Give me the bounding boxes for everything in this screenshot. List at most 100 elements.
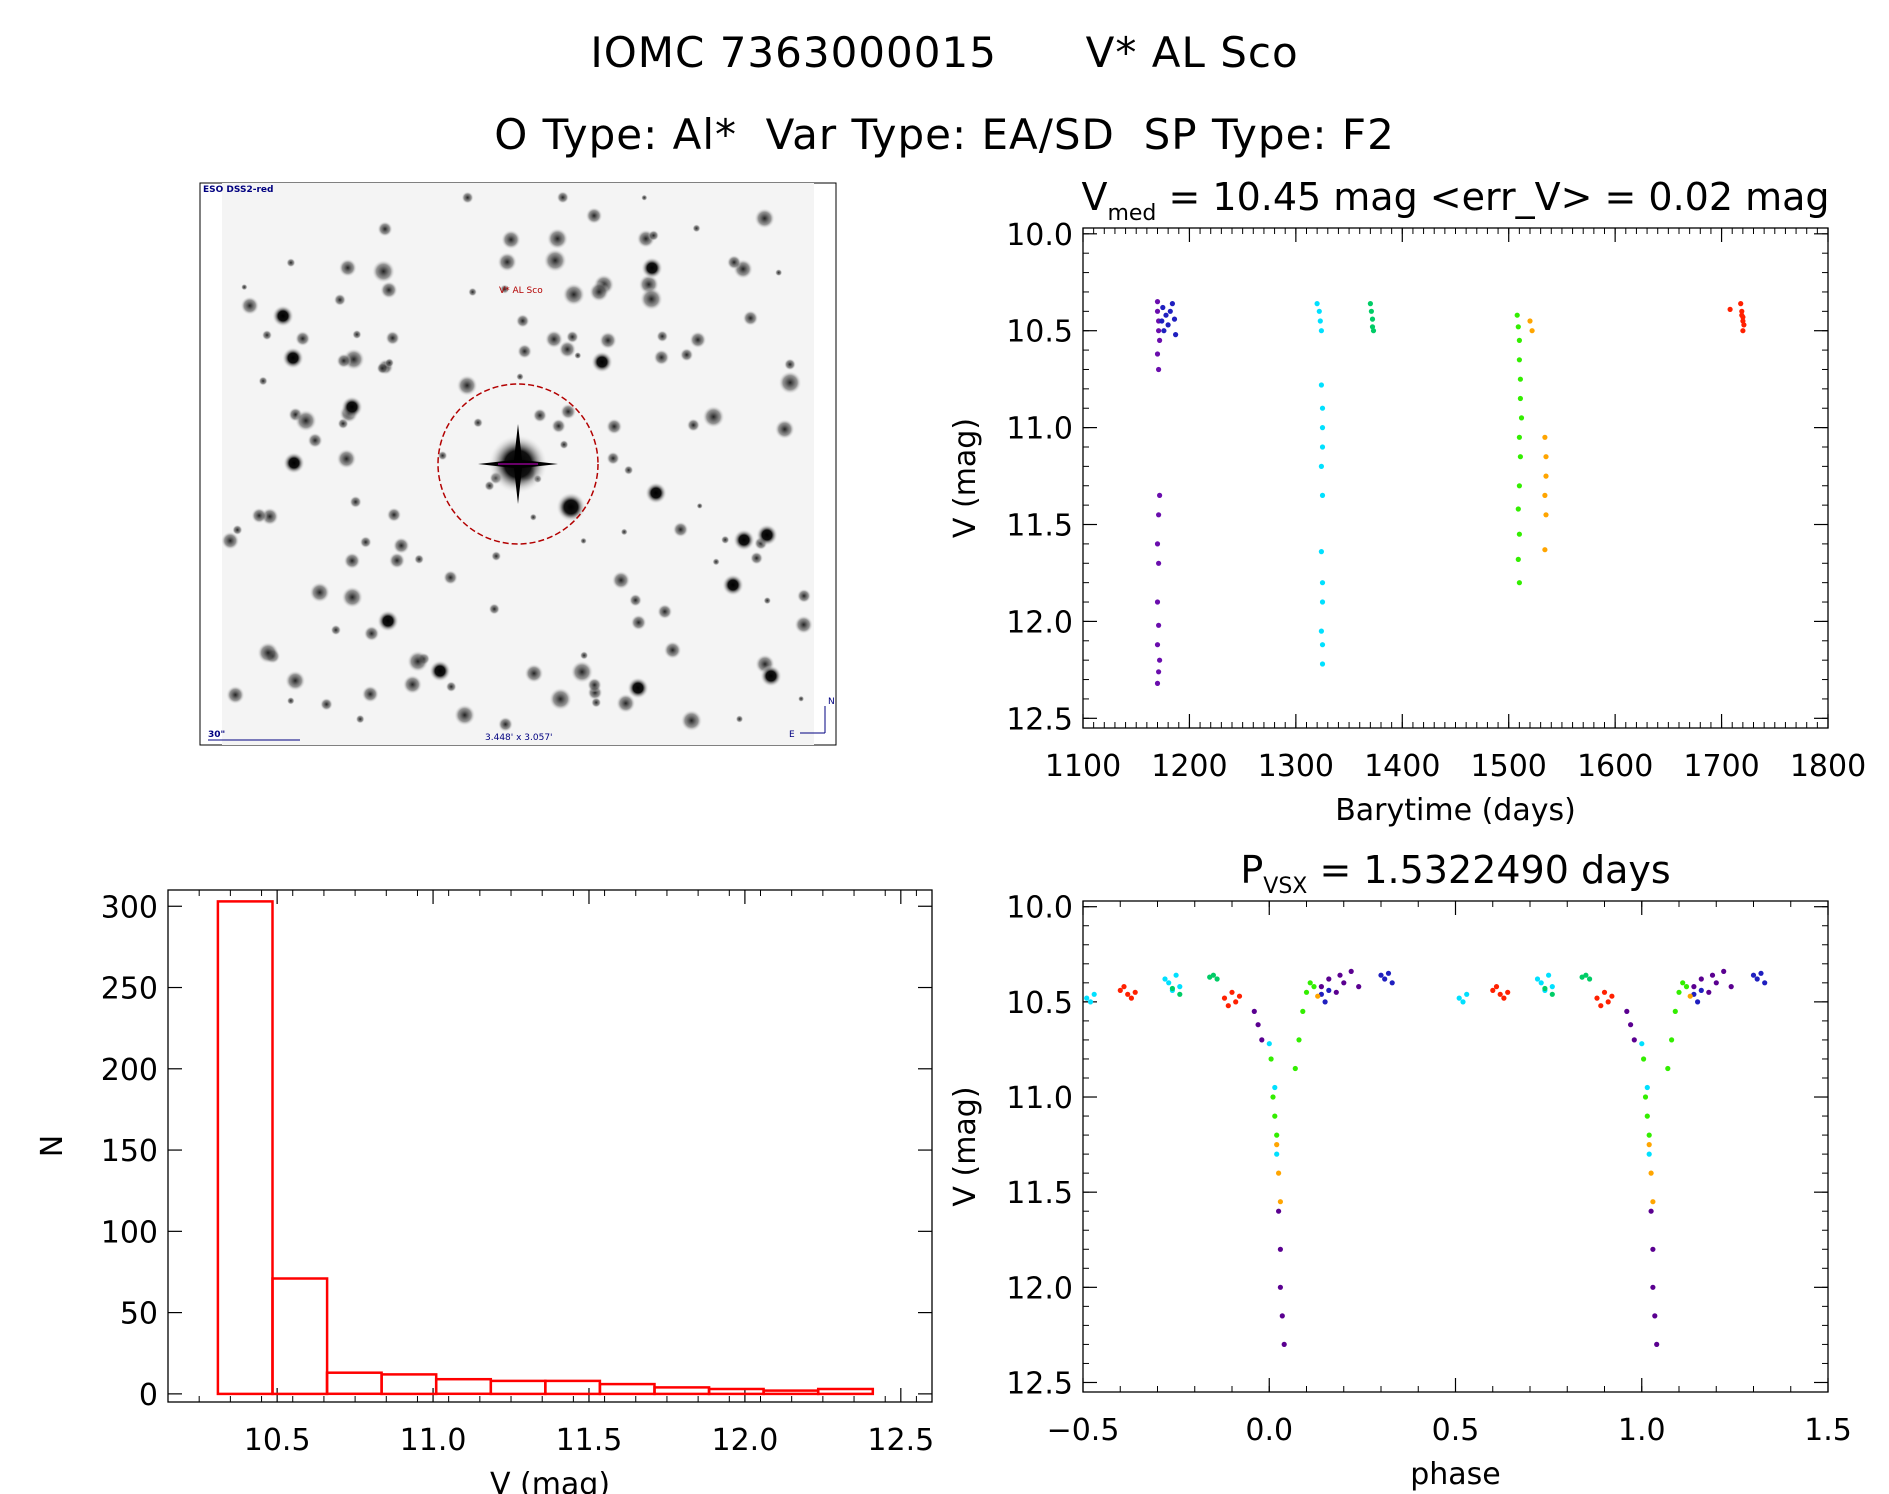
x-tick-label: 1200 — [1151, 749, 1227, 784]
phased-point — [1654, 1341, 1660, 1347]
field-star — [794, 615, 814, 635]
field-star — [257, 641, 280, 664]
hist-bar — [489, 1379, 547, 1396]
phased-point — [1318, 984, 1324, 990]
data-point — [1369, 324, 1376, 330]
bright-star — [591, 351, 613, 373]
data-point — [1517, 395, 1523, 402]
lightcurve-panel: 1100 1200 1300 1400 1500 1600 1700 1800 10.0 10.5… — [948, 175, 1866, 828]
phased-point — [1713, 980, 1719, 986]
phased-point — [1642, 1094, 1649, 1100]
plot-title: Vmed = 10.45 mag <err_V> = 0.02 mag — [1081, 175, 1829, 226]
data-point — [1515, 556, 1521, 563]
phased-point — [1091, 991, 1097, 997]
phased-point — [1272, 1113, 1278, 1119]
bright-star — [272, 305, 294, 327]
y-tick-label: 10.0 — [1006, 891, 1073, 926]
y-tick-label: 10.5 — [1006, 315, 1073, 350]
phased-point — [1128, 995, 1134, 1001]
phased-point — [1259, 1037, 1265, 1043]
phased-point — [1754, 976, 1760, 982]
phased-point — [1624, 1008, 1630, 1015]
field-star — [361, 685, 380, 703]
data-point — [1516, 580, 1522, 586]
phased-point — [1281, 1341, 1287, 1347]
phased-point — [1501, 995, 1507, 1001]
field-star — [598, 331, 618, 350]
phased-point — [1385, 970, 1392, 976]
field-star — [580, 537, 587, 545]
data-point — [1319, 580, 1326, 586]
data-point — [1163, 312, 1169, 318]
phased-point — [1307, 980, 1313, 986]
phased-point — [1255, 1022, 1261, 1028]
star-label: V* AL Sco — [499, 286, 543, 296]
phased-point — [1728, 984, 1734, 990]
phased-point — [1166, 980, 1172, 986]
data-point — [1165, 322, 1171, 328]
field-star — [689, 331, 707, 349]
field-star — [615, 693, 636, 714]
field-star — [680, 709, 703, 732]
title-symbol: P — [1240, 848, 1263, 892]
field-star — [560, 403, 577, 420]
x-tick-label: 1800 — [1790, 749, 1866, 784]
x-tick-label: 12.5 — [867, 1423, 934, 1458]
data-point — [1739, 312, 1745, 318]
bright-star — [283, 452, 305, 474]
field-star — [359, 536, 372, 549]
phased-point — [1378, 972, 1384, 978]
field-star — [414, 554, 425, 565]
field-star — [497, 252, 518, 272]
phased-point — [1709, 972, 1716, 978]
phased-point — [1087, 999, 1094, 1005]
field-star — [226, 685, 245, 705]
phased-point — [1300, 1008, 1306, 1015]
title-symbol: V — [1081, 175, 1107, 219]
field-star — [309, 581, 331, 603]
phased-point — [1706, 989, 1712, 995]
data-point — [1542, 492, 1548, 498]
phased-point — [1279, 1313, 1285, 1319]
phased-point — [1609, 993, 1615, 999]
data-point — [1318, 382, 1324, 388]
x-tick-label: 11.0 — [400, 1423, 467, 1458]
field-star — [630, 614, 647, 631]
phased-point — [1356, 984, 1362, 990]
survey-label: ESO DSS2-red — [203, 185, 273, 195]
data-point — [1741, 322, 1747, 328]
phased-point — [1505, 989, 1511, 995]
phased-point — [1758, 970, 1764, 976]
phased-point — [1341, 980, 1347, 986]
phased-point — [1214, 976, 1220, 982]
field-star — [574, 351, 582, 360]
data-point — [1370, 328, 1377, 334]
figure-title-line1: IOMC 7363000015 V* AL Sco — [0, 28, 1889, 77]
field-star — [585, 207, 603, 225]
field-star — [330, 624, 342, 636]
field-star — [620, 528, 628, 536]
y-tick-label: 12.0 — [1006, 605, 1073, 640]
field-star — [628, 593, 643, 607]
x-tick-label: 1500 — [1471, 749, 1547, 784]
field-star — [437, 450, 448, 461]
field-star — [336, 353, 352, 369]
field-star — [338, 258, 358, 278]
phased-point — [1644, 1113, 1650, 1119]
hist-bar — [434, 1377, 493, 1396]
hist-bar — [380, 1373, 438, 1396]
bright-star — [341, 396, 363, 418]
x-tick-label: 0.0 — [1245, 1413, 1293, 1448]
x-tick-label: 1.5 — [1804, 1413, 1852, 1448]
field-star — [559, 439, 569, 450]
phased-point — [1229, 989, 1235, 995]
bright-star — [756, 524, 778, 546]
hist-bar — [271, 1277, 329, 1396]
target-circle — [437, 383, 599, 545]
field-star — [294, 409, 318, 432]
field-star — [565, 330, 579, 344]
field-star — [220, 531, 240, 550]
data-point — [1319, 425, 1326, 431]
field-star — [796, 588, 812, 604]
